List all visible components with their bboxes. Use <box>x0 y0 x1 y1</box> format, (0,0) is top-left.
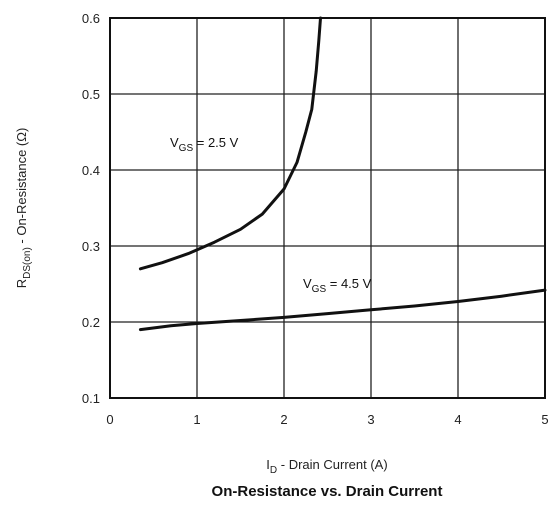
x-tick-labels: 0 1 2 3 4 5 <box>106 412 548 427</box>
y-tick-labels: 0.1 0.2 0.3 0.4 0.5 0.6 <box>82 11 100 406</box>
y-axis-label: RDS(on) - On-Resistance (Ω) <box>14 128 33 289</box>
x-tick-label-3: 3 <box>367 412 374 427</box>
series-label-vgs-4-5: VGS = 4.5 V <box>303 276 372 295</box>
y-tick-label-5: 0.6 <box>82 11 100 26</box>
x-axis-label: ID - Drain Current (A) <box>266 457 387 476</box>
y-tick-label-0: 0.1 <box>82 391 100 406</box>
y-tick-label-2: 0.3 <box>82 239 100 254</box>
x-tick-label-2: 2 <box>280 412 287 427</box>
series-line-0 <box>138 16 322 271</box>
y-tick-label-1: 0.2 <box>82 315 100 330</box>
grid-lines <box>109 17 546 399</box>
plot-frame <box>109 17 546 399</box>
series-label-vgs-2-5: VGS = 2.5 V <box>170 135 239 154</box>
x-tick-label-4: 4 <box>454 412 461 427</box>
x-tick-label-0: 0 <box>106 412 113 427</box>
x-tick-label-5: 5 <box>541 412 548 427</box>
y-tick-label-3: 0.4 <box>82 163 100 178</box>
y-tick-label-4: 0.5 <box>82 87 100 102</box>
series-lines <box>138 16 547 332</box>
series-line-1 <box>138 288 547 332</box>
chart-title: On-Resistance vs. Drain Current <box>212 483 443 500</box>
x-tick-label-1: 1 <box>193 412 200 427</box>
